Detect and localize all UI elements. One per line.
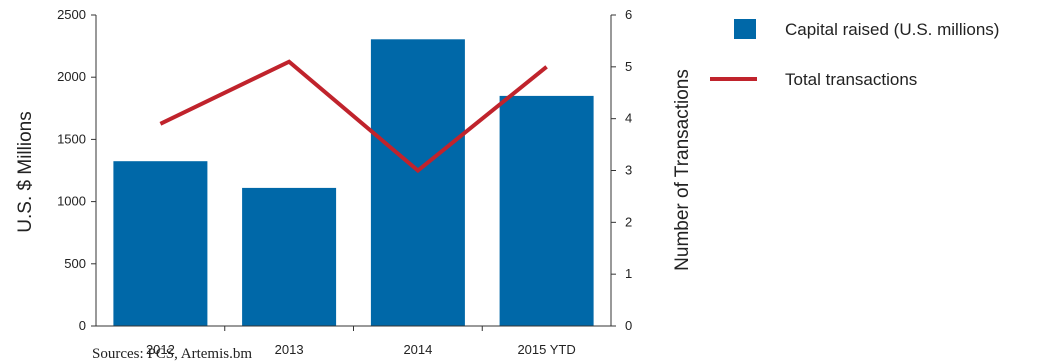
- x-tick-label-3: 2015 YTD: [517, 342, 575, 357]
- right-tick-label-1: 1: [625, 266, 632, 281]
- right-tick-label-3: 3: [625, 163, 632, 178]
- x-tick-label-2: 2014: [403, 342, 432, 357]
- left-tick-label-5: 2500: [57, 7, 86, 22]
- line-layer: [159, 59, 548, 174]
- legend-bar-label: Capital raised (U.S. millions): [785, 20, 999, 39]
- bars-group: [113, 39, 594, 327]
- left-tick-label-0: 0: [79, 318, 86, 333]
- right-tick-label-4: 4: [625, 111, 632, 126]
- bar-3: [499, 95, 594, 327]
- right-tick-label-2: 2: [625, 214, 632, 229]
- right-axis-title: Number of Transactions: [672, 69, 693, 271]
- x-tick-label-1: 2013: [275, 342, 304, 357]
- legend-line-label: Total transactions: [785, 70, 917, 89]
- source-note: Sources: PCS, Artemis.bm: [92, 346, 252, 362]
- right-axis-ticks: 0 1 2 3 4 5 6: [611, 7, 632, 333]
- left-tick-label-2: 1000: [57, 194, 86, 209]
- x-axis-ticks: 2012 2013 2014 2015 YTD: [146, 326, 576, 357]
- left-axis-ticks: 0 500 1000 1500 2000 2500: [57, 7, 96, 333]
- right-tick-label-6: 6: [625, 7, 632, 22]
- right-tick-label-0: 0: [625, 318, 632, 333]
- right-tick-label-5: 5: [625, 59, 632, 74]
- legend: Capital raised (U.S. millions) Total tra…: [710, 19, 999, 89]
- bar-1: [242, 187, 337, 326]
- left-tick-label-4: 2000: [57, 69, 86, 84]
- bar-2: [370, 39, 465, 327]
- legend-bar-swatch: [734, 19, 756, 39]
- bar-0: [113, 161, 208, 326]
- x-tick-label-0: 2012: [146, 342, 175, 357]
- left-axis-title: U.S. $ Millions: [15, 111, 36, 232]
- transactions-line: [159, 59, 548, 174]
- left-tick-label-1: 500: [64, 256, 86, 271]
- left-tick-label-3: 1500: [57, 131, 86, 146]
